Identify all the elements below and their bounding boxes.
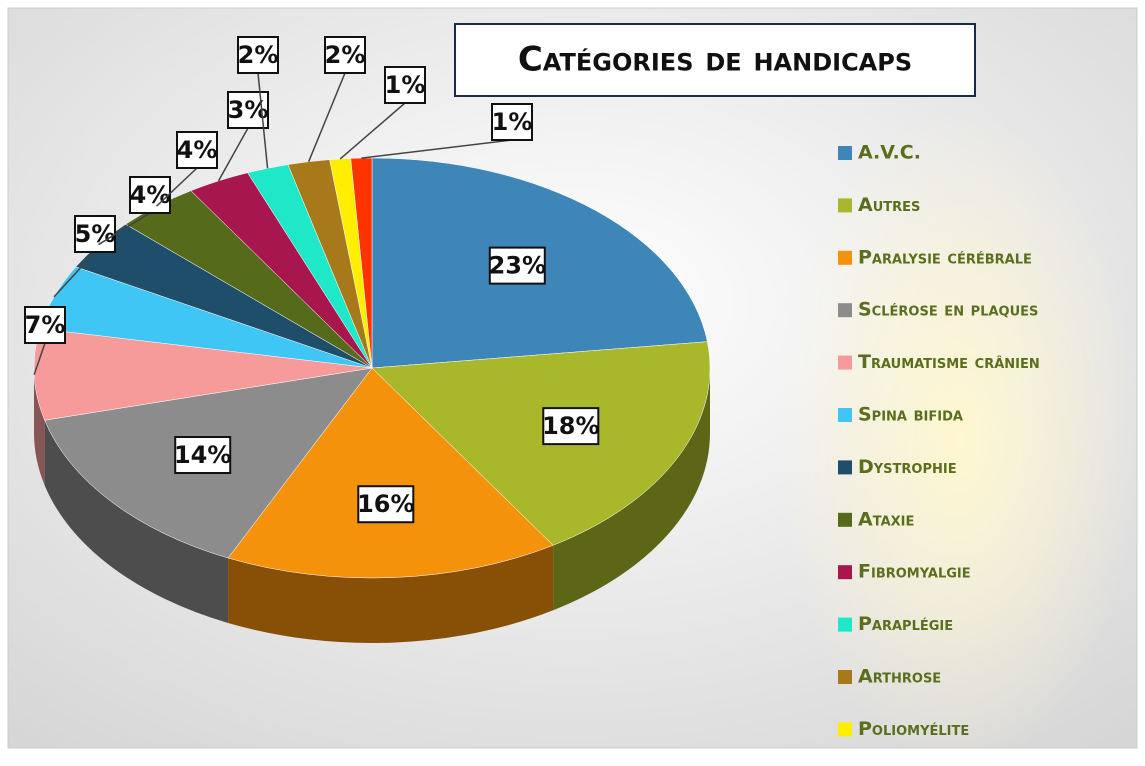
data-label: 23% — [489, 252, 546, 280]
label-box — [542, 407, 600, 446]
legend-swatch — [838, 408, 852, 422]
label-box — [488, 246, 546, 285]
slice-side — [34, 368, 45, 486]
legend-swatch — [838, 355, 852, 370]
legend-swatch — [838, 146, 852, 160]
label-box — [174, 436, 232, 475]
leader-line — [361, 139, 513, 159]
leader-line — [217, 127, 249, 182]
title-box — [454, 23, 976, 97]
legend-swatch — [838, 722, 852, 737]
leader-line — [307, 72, 346, 163]
legend-swatch — [838, 617, 852, 632]
data-label: 2% — [238, 41, 279, 69]
label-box — [384, 66, 426, 104]
legend-swatch — [838, 512, 852, 527]
leader-line — [98, 212, 151, 246]
legend-swatch — [838, 198, 852, 213]
leader-line — [53, 251, 96, 298]
label-box — [237, 36, 279, 74]
legend-label: Spina bifida — [858, 404, 963, 426]
leader-line — [156, 167, 198, 207]
data-label: 1% — [385, 71, 426, 99]
legend-label: A.V.C. — [858, 142, 921, 164]
legend-swatch — [838, 250, 852, 265]
legend-label: Sclérose en plaques — [858, 299, 1038, 321]
legend-label: Paraplégie — [858, 613, 953, 635]
data-label: 1% — [492, 108, 533, 136]
label-box — [491, 103, 533, 141]
label-box — [24, 306, 66, 344]
legend-swatch — [838, 565, 852, 580]
slice-side — [553, 368, 710, 611]
leader-line — [257, 72, 269, 169]
data-label: 7% — [25, 311, 66, 339]
slice-side — [228, 545, 554, 643]
label-box — [357, 485, 415, 524]
legend-swatch — [838, 303, 852, 318]
legend-label: Poliomyélite — [858, 718, 969, 740]
legend-label: Dystrophie — [858, 456, 957, 478]
data-label: 16% — [357, 490, 414, 518]
slice — [371, 341, 711, 546]
data-label: 4% — [177, 136, 218, 164]
data-label: 2% — [325, 41, 366, 69]
chart-title: Catégories de handicaps — [518, 40, 912, 80]
data-label: 4% — [130, 181, 171, 209]
legend-label: Paralysie cérébrale — [858, 246, 1032, 268]
legend-label: Fibromyalgie — [858, 561, 971, 583]
legend-label: Ataxie — [858, 508, 914, 530]
data-label: 5% — [75, 220, 116, 248]
label-box — [129, 176, 171, 214]
label-box — [176, 131, 218, 169]
legend-swatch — [838, 460, 852, 475]
legend-swatch — [838, 670, 852, 684]
data-label: 14% — [174, 441, 231, 469]
legend-label: Arthrose — [858, 666, 941, 688]
label-box — [324, 36, 366, 74]
slice — [227, 367, 554, 579]
slice-side — [44, 420, 229, 624]
label-box — [74, 215, 116, 253]
legend-label: Traumatisme crânien — [858, 351, 1040, 373]
leader-line — [33, 342, 46, 375]
leader-line — [339, 102, 406, 160]
legend-label: Autres — [858, 194, 920, 216]
legend-glow — [780, 110, 1140, 766]
data-label: 18% — [542, 412, 599, 440]
